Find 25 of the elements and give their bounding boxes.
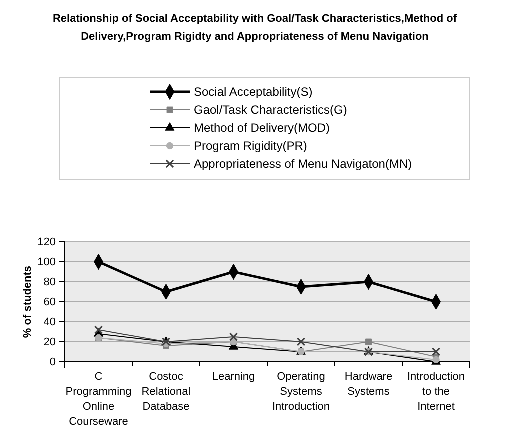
x-tick-label: Learning <box>212 371 256 383</box>
y-tick-label: 80 <box>44 276 56 289</box>
legend-label: Gaol/Task Characteristics(G) <box>194 103 348 117</box>
y-tick-label: 100 <box>38 256 56 269</box>
x-tick-label: Hardware Systems <box>344 371 393 398</box>
y-tick-label: 120 <box>38 236 56 249</box>
legend-label: Appropriateness of Menu Navigaton(MN) <box>194 157 412 171</box>
y-tick-label: 60 <box>44 296 56 309</box>
y-tick-label: 20 <box>44 336 56 349</box>
point <box>432 348 441 356</box>
legend-label: Social Acceptability(S) <box>194 85 313 99</box>
x-tick-label: C Programming Online Courseware <box>66 371 132 428</box>
y-axis-title: % of students <box>22 266 34 338</box>
x-tick-label: Introduction to the Internet <box>408 371 465 413</box>
legend-label: Method of Delivery(MOD) <box>194 121 330 135</box>
y-tick-label: 0 <box>50 356 56 369</box>
x-tick-label: Operating Systems Introduction <box>272 371 330 413</box>
legend-label: Program Rigidity(PR) <box>194 139 308 153</box>
point <box>366 338 372 346</box>
point <box>229 332 238 342</box>
chart-title: Relationship of Social Acceptability with Goal/Task Characteristics,Method of Delivery,Program Rigidty and Appropriateness of Menu Navigation <box>52 13 458 43</box>
x-tick-label: Costoc Relational Database <box>142 371 191 413</box>
y-tick-label: 40 <box>44 316 56 329</box>
point <box>94 326 104 334</box>
point <box>296 338 306 346</box>
